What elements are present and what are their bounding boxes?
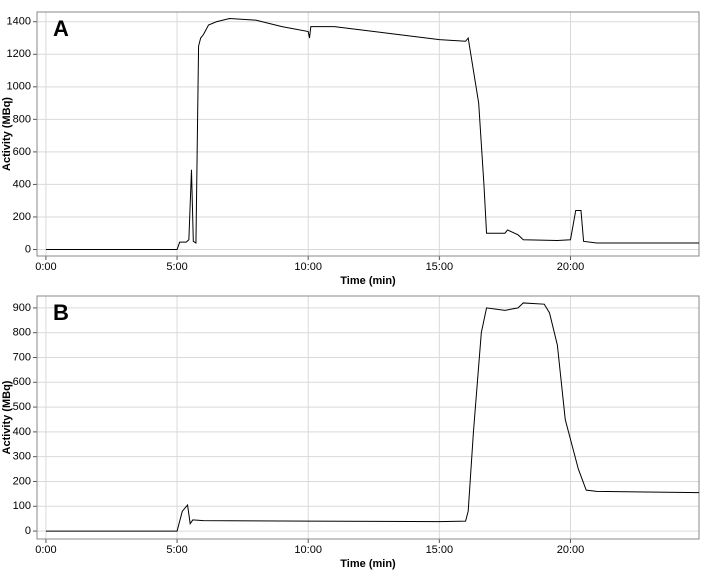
- x-tick-label: 20:00: [557, 261, 585, 273]
- x-tick-label: 5:00: [166, 544, 187, 556]
- y-tick-label: 700: [13, 351, 31, 363]
- plot-frame: [36, 295, 700, 540]
- y-tick-label: 900: [13, 302, 31, 314]
- x-axis-label: Time (min): [340, 558, 396, 570]
- x-tick-label: 0:00: [35, 261, 56, 273]
- data-line: [45, 18, 699, 250]
- x-tick-label: 0:00: [35, 544, 56, 556]
- y-tick-label: 400: [13, 426, 31, 438]
- y-tick-label: 500: [13, 401, 31, 413]
- y-tick-label: 800: [13, 113, 31, 125]
- y-tick-label: 300: [13, 451, 31, 463]
- data-line: [45, 302, 700, 532]
- y-tick-label: 1000: [7, 81, 31, 93]
- y-tick-label: 1200: [7, 48, 31, 60]
- panel-title: B: [53, 300, 69, 325]
- x-tick-label: 15:00: [426, 544, 454, 556]
- y-tick-label: 0: [25, 243, 31, 255]
- y-tick-label: 200: [13, 475, 31, 487]
- x-axis-label: Time (min): [340, 275, 396, 287]
- x-tick-label: 5:00: [166, 261, 187, 273]
- y-tick-label: 400: [13, 178, 31, 190]
- y-tick-label: 600: [13, 146, 31, 158]
- plot-frame: [36, 11, 700, 257]
- y-tick-label: 800: [13, 327, 31, 339]
- y-axis-label: Activity (MBq): [1, 380, 13, 454]
- y-tick-label: 100: [13, 500, 31, 512]
- y-tick-label: 600: [13, 376, 31, 388]
- panel-title: A: [53, 16, 69, 41]
- y-tick-label: 200: [13, 211, 31, 223]
- x-tick-label: 20:00: [557, 544, 585, 556]
- x-tick-label: 10:00: [294, 261, 322, 273]
- y-tick-label: 0: [25, 525, 31, 537]
- y-axis-label: Activity (MBq): [1, 97, 13, 171]
- x-tick-label: 15:00: [426, 261, 454, 273]
- y-tick-label: 1400: [7, 16, 31, 28]
- x-tick-label: 10:00: [294, 544, 322, 556]
